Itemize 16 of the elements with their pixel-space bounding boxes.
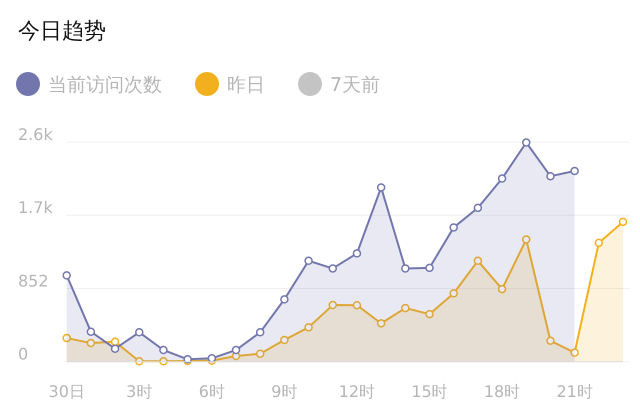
x-tick-label: 21时	[556, 382, 593, 401]
x-tick-label: 30日	[48, 382, 85, 401]
x-tick-label: 9时	[271, 382, 298, 401]
legend-label: 当前访问次数	[48, 74, 162, 96]
y-tick-label: 852	[18, 271, 49, 290]
x-tick-label: 18时	[484, 382, 520, 401]
chart-title: 今日趋势	[18, 19, 106, 44]
y-tick-label: 1.7k	[18, 198, 54, 218]
legend-label: 7天前	[330, 74, 380, 96]
legend-label: 昨日	[227, 74, 265, 96]
y-tick-label: 2.6k	[18, 125, 54, 144]
x-tick-label: 3时	[126, 382, 152, 401]
x-tick-label: 12时	[338, 382, 376, 401]
x-tick-label: 15时	[411, 382, 448, 401]
x-tick-label: 6时	[198, 382, 225, 401]
y-tick-label: 0	[18, 344, 28, 364]
